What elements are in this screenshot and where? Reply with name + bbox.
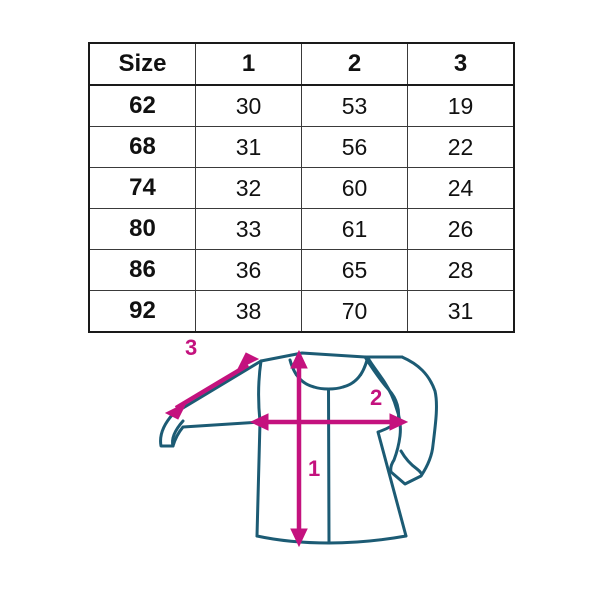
svg-text:1: 1 — [308, 456, 320, 481]
svg-text:3: 3 — [185, 335, 197, 360]
svg-text:2: 2 — [370, 385, 382, 410]
